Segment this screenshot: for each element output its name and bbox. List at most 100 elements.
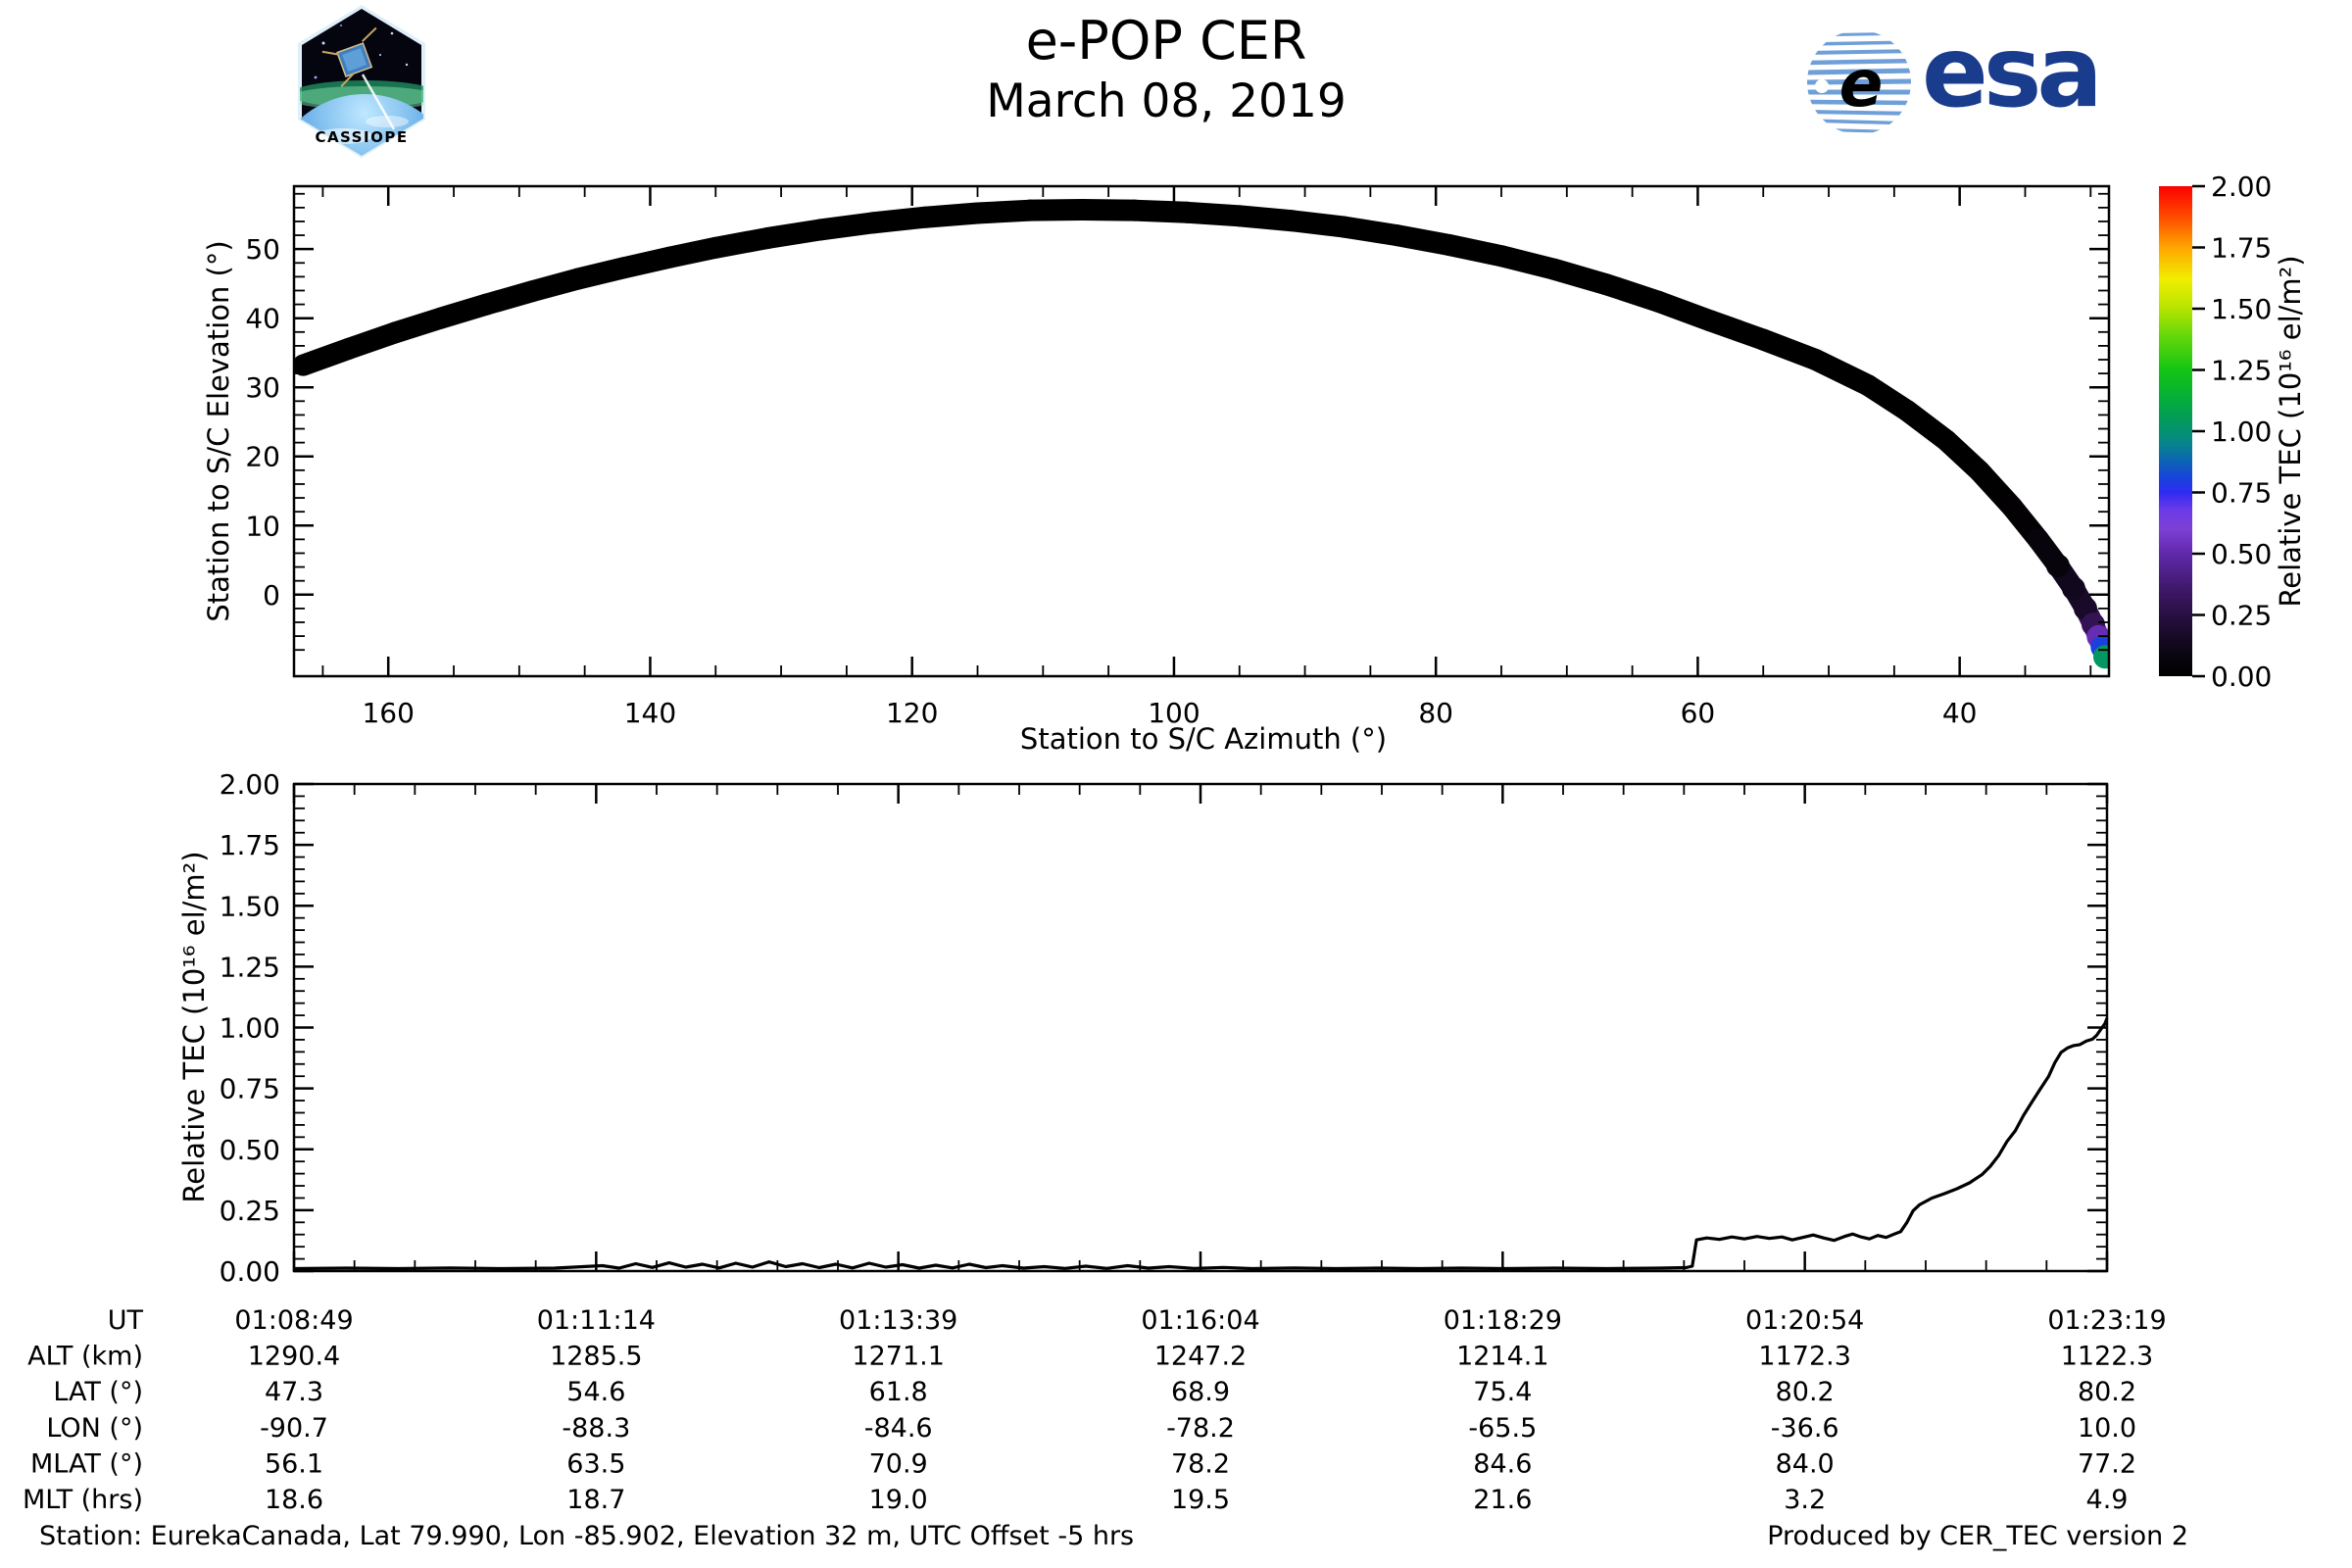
bottom-y-tick-label: 0.00 (220, 1255, 280, 1288)
cassiope-patch-art: CASSIOPE (298, 5, 425, 158)
axis-table-row-label: LON (°) (46, 1413, 143, 1444)
top-x-tick-label: 60 (1681, 697, 1716, 729)
axis-table-value: 63.5 (566, 1448, 625, 1479)
colorbar-tick-label: 0.00 (2211, 661, 2272, 693)
page-title: e-POP CER (1025, 10, 1307, 72)
top-plot-xlabel: Station to S/C Azimuth (°) (1019, 722, 1388, 756)
axis-table-value: 78.2 (1171, 1448, 1230, 1479)
top-y-tick-label: 20 (245, 441, 280, 473)
esa-globe-icon: e (1807, 30, 1911, 134)
axis-table-row-label: MLAT (°) (30, 1448, 143, 1479)
top-y-tick-label: 30 (245, 371, 280, 404)
top-x-tick-label: 140 (624, 697, 676, 729)
axis-table-value: -88.3 (562, 1413, 630, 1444)
bottom-y-tick-label: 0.50 (220, 1134, 280, 1166)
axis-table-value: 01:20:54 (1745, 1305, 1864, 1336)
bottom-y-tick-label: 1.75 (220, 829, 280, 861)
axis-table-value: 18.6 (265, 1485, 323, 1515)
axis-table-value: 1290.4 (248, 1342, 340, 1372)
axis-table-value: 77.2 (2078, 1448, 2136, 1479)
axis-table-value: -65.5 (1468, 1413, 1537, 1444)
globe-dot (1815, 79, 1829, 93)
top-y-tick-label: 50 (245, 233, 280, 266)
colorbar-tick-label: 0.25 (2211, 600, 2272, 632)
axis-table-value: 4.9 (2086, 1485, 2129, 1515)
axis-table-value: 1172.3 (1758, 1342, 1850, 1372)
top-plot-ticks (294, 186, 2109, 676)
axis-table-value: 01:18:29 (1444, 1305, 1562, 1336)
axis-table-value: 21.6 (1473, 1485, 1532, 1515)
esa-logo: e esa (1806, 22, 2103, 149)
bottom-y-tick-label: 0.75 (220, 1073, 280, 1105)
plot-frame (292, 782, 2109, 1273)
station-info-text: Station: EurekaCanada, Lat 79.990, Lon -… (39, 1521, 1135, 1551)
axis-table-value: 68.9 (1171, 1377, 1230, 1407)
axis-table-value: 61.8 (869, 1377, 928, 1407)
bottom-plot-ticks (292, 782, 2109, 1273)
axis-table-value: 1214.1 (1456, 1342, 1548, 1372)
top-plot: 160 140 120 100 80 60 40 0 10 20 30 40 50 (245, 184, 2111, 729)
cassiope-mission-patch: CASSIOPE (294, 4, 429, 159)
track-point (2092, 645, 2109, 669)
bottom-axis-table: UT ALT (km) LAT (°) LON (°) MLAT (°) MLT (hrs… (23, 1305, 2167, 1515)
axis-table-row-label: MLT (hrs) (23, 1485, 143, 1515)
axis-table-value: 84.6 (1473, 1448, 1532, 1479)
page-subtitle: March 08, 2019 (986, 74, 1347, 128)
axis-table-value: -36.6 (1771, 1413, 1839, 1444)
axis-table-value: 1122.3 (2061, 1342, 2153, 1372)
track-point (2061, 576, 2085, 601)
axis-table-value: 01:23:19 (2047, 1305, 2166, 1336)
top-x-tick-label: 100 (1148, 697, 1200, 729)
top-y-tick-label: 40 (245, 303, 280, 335)
top-x-tick-label: 160 (362, 697, 414, 729)
satellite-pass-track (294, 198, 2109, 669)
tec-line (294, 1017, 2107, 1271)
colorbar: 0.00 0.25 0.50 0.75 1.00 1.25 1.50 1.75 2.00 (2159, 171, 2272, 693)
axis-table-row-label: ALT (km) (27, 1342, 143, 1372)
axis-table-value: 54.6 (566, 1377, 625, 1407)
plot-frame (292, 184, 2111, 678)
colorbar-tick-label: 1.25 (2211, 355, 2272, 387)
axis-table-value: 1271.1 (852, 1342, 944, 1372)
satellite-icon (321, 26, 377, 88)
colorbar-gradient (2159, 186, 2192, 676)
top-x-tick-label: 80 (1418, 697, 1453, 729)
colorbar-tick-label: 1.00 (2211, 416, 2272, 448)
cassiope-patch-label: CASSIOPE (315, 128, 408, 146)
axis-table-value: 19.5 (1171, 1485, 1230, 1515)
axis-table-value: 56.1 (265, 1448, 323, 1479)
bottom-y-tick-label: 1.50 (220, 890, 280, 922)
bottom-y-tick-label: 1.00 (220, 1012, 280, 1045)
axis-table-value: 01:08:49 (234, 1305, 353, 1336)
axis-table-value: 01:16:04 (1141, 1305, 1259, 1336)
top-x-tick-label: 120 (886, 697, 938, 729)
axis-table-value: 75.4 (1473, 1377, 1532, 1407)
axis-table-value: -78.2 (1166, 1413, 1235, 1444)
axis-table-value: 47.3 (265, 1377, 323, 1407)
track-point (2045, 554, 2070, 578)
colorbar-tick-label: 1.75 (2211, 232, 2272, 265)
top-y-tick-label: 0 (263, 579, 280, 612)
produced-by-text: Produced by CER_TEC version 2 (1767, 1521, 2188, 1551)
axis-table-value: 10.0 (2078, 1413, 2136, 1444)
bottom-y-tick-label: 0.25 (220, 1195, 280, 1227)
colorbar-tick-label: 0.75 (2211, 477, 2272, 510)
radio-beam (361, 74, 396, 130)
axis-table-value: 80.2 (1776, 1377, 1835, 1407)
esa-globe-e: e (1839, 46, 1884, 122)
axis-table-value: 18.7 (566, 1485, 625, 1515)
axis-table-value: -84.6 (864, 1413, 933, 1444)
axis-table-value: 3.2 (1784, 1485, 1826, 1515)
axis-table-value: 01:13:39 (839, 1305, 957, 1336)
colorbar-tick-label: 2.00 (2211, 171, 2272, 203)
axis-table-value: 70.9 (869, 1448, 928, 1479)
bottom-y-tick-label: 2.00 (220, 768, 280, 801)
axis-table-value: 1247.2 (1154, 1342, 1247, 1372)
axis-table-value: -90.7 (260, 1413, 328, 1444)
axis-table-value: 80.2 (2078, 1377, 2136, 1407)
colorbar-tick-label: 1.50 (2211, 293, 2272, 325)
axis-table-value: 1285.5 (550, 1342, 642, 1372)
colorbar-tick-label: 0.50 (2211, 538, 2272, 570)
